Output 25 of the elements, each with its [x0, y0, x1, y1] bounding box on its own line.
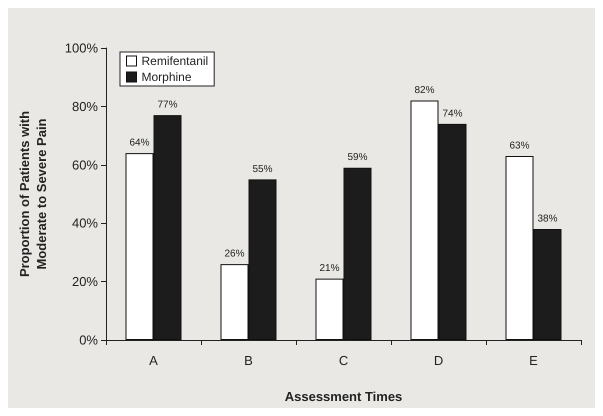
- data-label: 59%: [347, 152, 368, 164]
- x-tick-label: A: [149, 353, 158, 368]
- data-label: 74%: [442, 108, 463, 120]
- x-tick-label: B: [244, 353, 253, 368]
- x-axis-title: Assessment Times: [284, 389, 402, 404]
- data-label: 63%: [509, 140, 530, 152]
- y-tick-label: 100%: [64, 40, 98, 56]
- x-tick-label: C: [338, 353, 348, 368]
- y-axis-title: Proportion of Patients with Moderate to Severe Pain: [17, 110, 49, 278]
- y-tick-label: 60%: [72, 157, 98, 172]
- data-label: 21%: [319, 263, 340, 274]
- data-label: 77%: [157, 100, 178, 111]
- data-label: 55%: [252, 164, 273, 175]
- x-tick-label: D: [434, 353, 444, 368]
- data-label: 26%: [224, 248, 245, 260]
- y-tick-label: 40%: [72, 216, 98, 231]
- legend-label: Remifentanil: [142, 54, 208, 68]
- y-tick-label: 0%: [79, 332, 98, 348]
- x-tick-label: E: [529, 353, 538, 368]
- data-label: 82%: [414, 85, 435, 96]
- data-label: 64%: [129, 138, 150, 149]
- y-tick-label: 80%: [72, 98, 98, 114]
- data-label: 38%: [537, 214, 558, 225]
- legend-label: Morphine: [142, 70, 192, 84]
- y-tick-label: 20%: [72, 274, 98, 290]
